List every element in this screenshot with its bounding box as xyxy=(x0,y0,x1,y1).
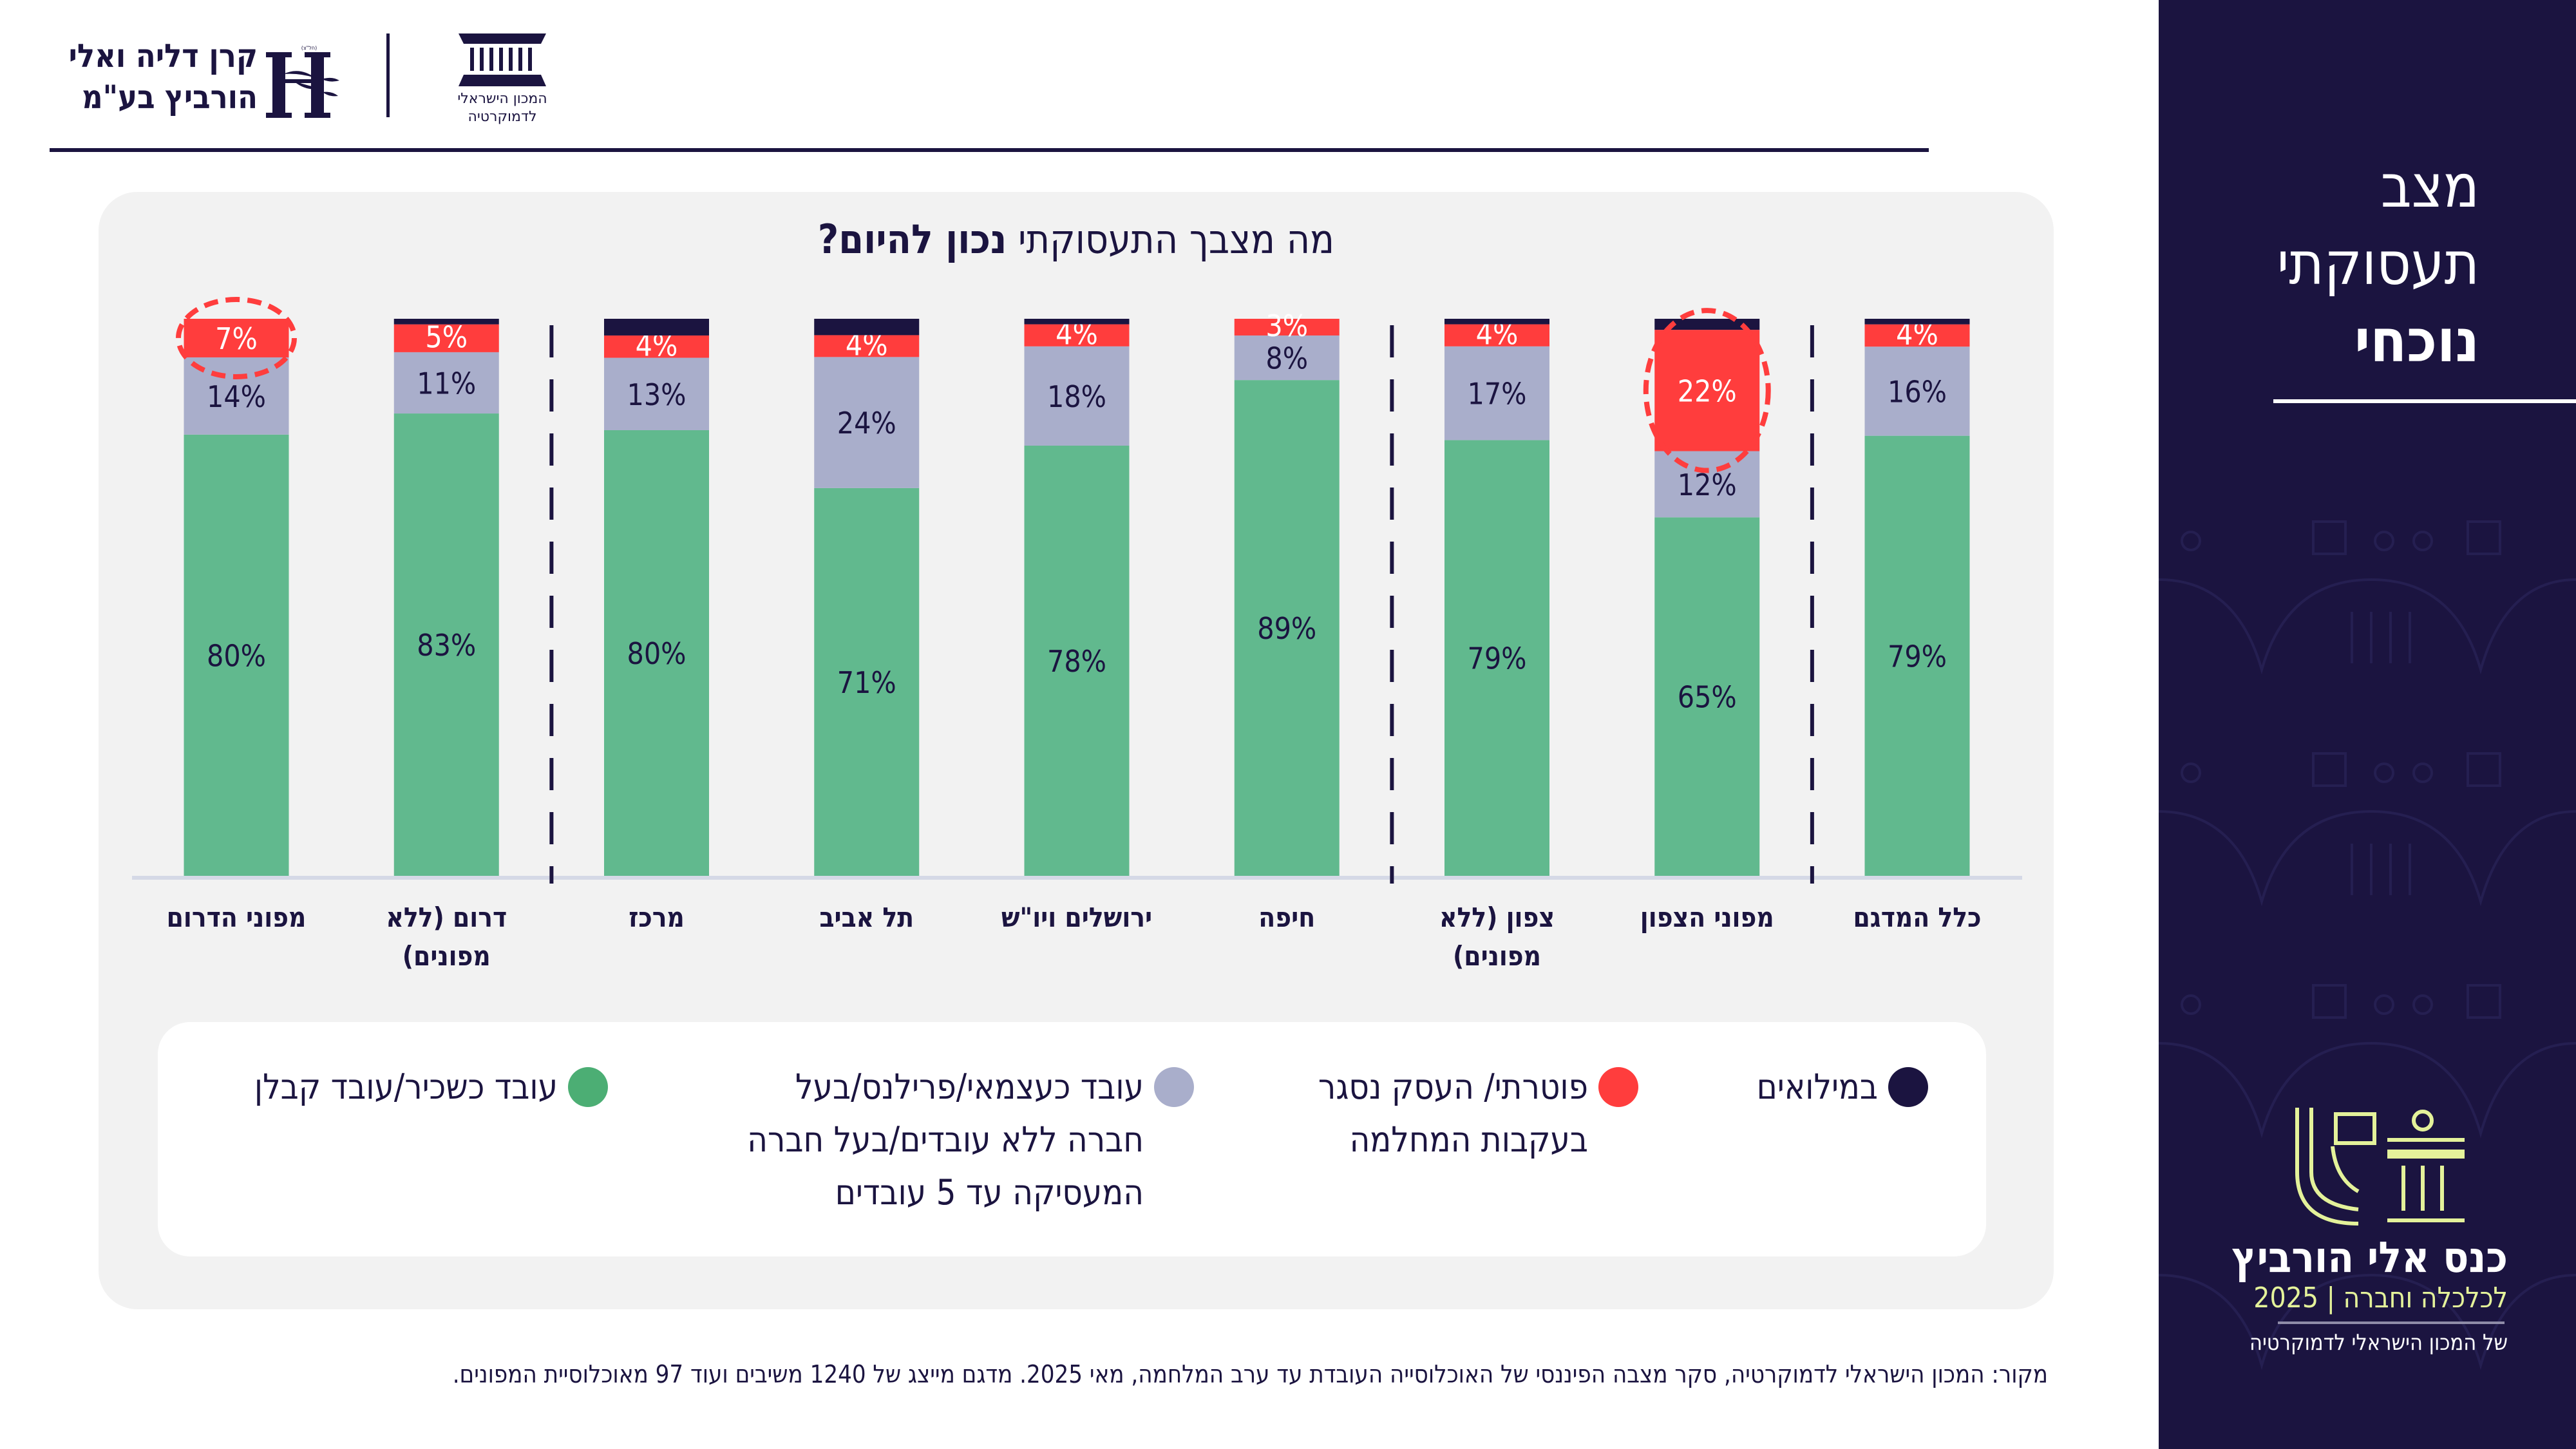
legend-label-fired-line2: בעקבות המחלמה xyxy=(1349,1119,1588,1160)
conference-subtitle: לכלכלה וחברה | 2025 xyxy=(2253,1282,2508,1314)
category-label: צפון (ללא מפונים) xyxy=(1401,898,1594,976)
legend-item-self-employed: עובד כעצמאי/פרילנס/בעל חברה ללא עובדים/ב… xyxy=(747,1061,1194,1219)
legend-label-fired-line1: פוטרתי/ העסק נסגר xyxy=(1318,1066,1588,1107)
category-label-line: ירושלים ויו"ש xyxy=(1001,902,1153,933)
legend-dot-self-employed-icon xyxy=(1154,1067,1194,1107)
conference-logo-icon xyxy=(2295,1108,2465,1226)
conference-name: כנס אלי הורביץ xyxy=(2231,1233,2508,1282)
category-label-line: מרכז xyxy=(629,902,685,933)
category-label-line: תל אביב xyxy=(819,902,914,933)
sidebar-pattern-decoration xyxy=(2159,520,2576,1370)
category-label-line: חיפה xyxy=(1258,902,1316,933)
legend-label-reserve: במילואים xyxy=(1756,1066,1878,1107)
legend-dot-reserve-icon xyxy=(1888,1067,1928,1107)
category-label-line: מפונים) xyxy=(402,940,491,972)
horowitz-foundation-logo: קרן דליה ואלי הורביץ בע"מ (חל"צ) xyxy=(39,35,341,126)
legend-label-employee: עובד כשכיר/עובד קבלן xyxy=(254,1066,558,1107)
section-title-line1: מצב xyxy=(2380,152,2479,221)
category-label: מפוני הצפון xyxy=(1611,898,1804,937)
source-note: מקור: המכון הישראלי לדמוקרטיה, סקר מצבה … xyxy=(452,1360,2048,1388)
legend-label-self-line2: חברה ללא עובדים/בעל חברה xyxy=(747,1119,1144,1160)
category-label-line: מפוני הצפון xyxy=(1640,902,1774,933)
legend-label-self-line3: המעסיקה עד 5 עובדים xyxy=(835,1172,1144,1213)
legend-dot-fired-icon xyxy=(1598,1067,1638,1107)
section-title-line2: תעסוקתי xyxy=(2277,229,2479,298)
category-label-line: מפוני הדרום xyxy=(166,902,307,933)
logo-separator xyxy=(386,33,390,117)
legend-label-self-line1: עובד כעצמאי/פרילנס/בעל xyxy=(795,1066,1144,1107)
category-label-line: דרום (ללא xyxy=(386,902,507,933)
sidebar-divider xyxy=(2273,399,2576,403)
category-label: מרכז xyxy=(560,898,753,937)
category-label: דרום (ללא מפונים) xyxy=(350,898,543,976)
header-divider xyxy=(50,148,1929,152)
chart-title-bold: נכון להיום? xyxy=(817,216,1007,263)
chart-title-regular: מה מצבך התעסוקתי xyxy=(1007,216,1335,263)
horowitz-logo-line1: קרן דליה ואלי xyxy=(68,37,258,75)
idi-logo-text: המכון הישראלי לדמוקרטיה xyxy=(451,90,554,126)
legend-label-self-employed: עובד כעצמאי/פרילנס/בעל חברה ללא עובדים/ב… xyxy=(747,1061,1144,1219)
category-label: כלל המדגם xyxy=(1821,898,2014,937)
legend-item-reserve: במילואים xyxy=(1757,1061,1928,1113)
category-label: חיפה xyxy=(1190,898,1383,937)
category-label: מפוני הדרום xyxy=(140,898,333,937)
category-label: תל אביב xyxy=(770,898,963,937)
chart-title: מה מצבך התעסוקתי נכון להיום? xyxy=(99,216,2054,263)
category-label: ירושלים ויו"ש xyxy=(980,898,1173,937)
sidebar: מצב תעסוקתי נוכחי כנס אלי הורביץ לכלכלה … xyxy=(2159,0,2576,1449)
category-label-line: מפונים) xyxy=(1453,940,1541,972)
category-label-line: צפון (ללא xyxy=(1439,902,1555,933)
idi-column-icon xyxy=(459,33,546,86)
section-title: מצב תעסוקתי נוכחי xyxy=(2159,148,2479,380)
horowitz-logo-line2: הורביץ בע"מ xyxy=(82,79,258,116)
legend-label-fired: פוטרתי/ העסק נסגר בעקבות המחלמה xyxy=(1318,1061,1588,1166)
horowitz-logo-text: קרן דליה ואלי הורביץ בע"מ xyxy=(39,35,258,118)
chart-legend: במילואים פוטרתי/ העסק נסגר בעקבות המחלמה… xyxy=(158,1022,1986,1256)
idi-logo-line2: לדמוקרטיה xyxy=(468,109,537,125)
legend-item-employee: עובד כשכיר/עובד קבלן xyxy=(254,1061,608,1113)
idi-logo: המכון הישראלי לדמוקרטיה xyxy=(451,32,554,129)
conference-divider xyxy=(2278,1321,2505,1324)
horowitz-logo-tagline: (חל"צ) xyxy=(301,45,317,51)
legend-dot-employee-icon xyxy=(568,1067,608,1107)
horowitz-h-olive-icon: (חל"צ) xyxy=(266,45,339,118)
conference-organizer: של המכון הישראלי לדמוקרטיה xyxy=(2249,1330,2508,1356)
legend-item-fired: פוטרתי/ העסק נסגר בעקבות המחלמה xyxy=(1318,1061,1638,1166)
category-label-line: כלל המדגם xyxy=(1853,902,1982,933)
section-title-line3: נוכחי xyxy=(2354,307,2479,375)
idi-logo-line1: המכון הישראלי xyxy=(457,91,547,107)
